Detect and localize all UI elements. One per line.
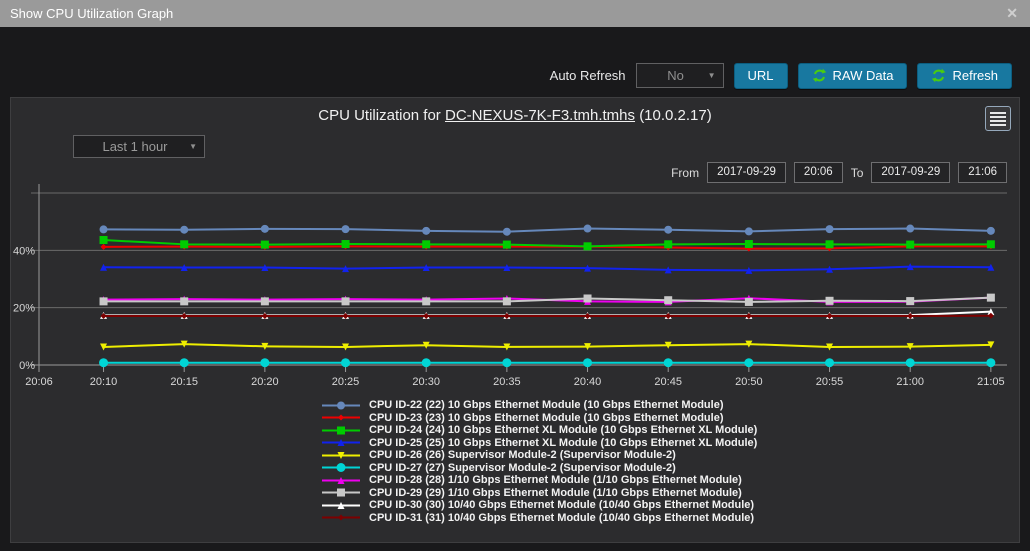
- cpu-chart-svg: 0% 20% 40% 20:06 20:10 20:15 20:20 20:25 20:30 20…: [13, 184, 1007, 388]
- dialog-title: Show CPU Utilization Graph: [10, 6, 174, 21]
- date-range-controls: From 2017-09-29 20:06 To 2017-09-29 21:0…: [671, 162, 1007, 183]
- close-icon[interactable]: ✕: [1006, 5, 1018, 21]
- legend-item-cpu-22[interactable]: CPU ID-22 (22) 10 Gbps Ethernet Module (…: [321, 399, 757, 412]
- legend-swatch: [322, 401, 360, 410]
- legend-swatch: [322, 426, 360, 435]
- svg-text:20:15: 20:15: [170, 376, 198, 388]
- svg-text:20:25: 20:25: [332, 376, 360, 388]
- svg-text:20%: 20%: [13, 303, 35, 315]
- legend-label: CPU ID-31 (31) 10/40 Gbps Ethernet Modul…: [369, 511, 755, 524]
- host-link[interactable]: DC-NEXUS-7K-F3.tmh.tmhs: [444, 107, 636, 124]
- to-time-field[interactable]: 21:06: [958, 162, 1007, 183]
- legend-label: CPU ID-23 (23) 10 Gbps Ethernet Module (…: [369, 411, 724, 424]
- toolbar: Auto Refresh No ▼ URL RAW Data Refresh: [550, 62, 1012, 89]
- refresh-button[interactable]: Refresh: [917, 62, 1012, 89]
- legend-swatch: [322, 488, 360, 497]
- legend-swatch: [322, 439, 360, 447]
- legend-item-cpu-31[interactable]: CPU ID-31 (31) 10/40 Gbps Ethernet Modul…: [321, 512, 757, 525]
- time-range-value: Last 1 hour: [102, 139, 168, 154]
- svg-text:20:40: 20:40: [574, 376, 602, 388]
- legend-item-cpu-24[interactable]: CPU ID-24 (24) 10 Gbps Ethernet XL Modul…: [321, 424, 757, 437]
- to-date-field[interactable]: 2017-09-29: [871, 162, 951, 183]
- chart-menu-icon[interactable]: [985, 106, 1011, 131]
- series-cpu-24: [99, 236, 995, 251]
- series-cpu-30: [100, 308, 995, 319]
- legend-item-cpu-30[interactable]: CPU ID-30 (30) 10/40 Gbps Ethernet Modul…: [321, 499, 757, 512]
- svg-text:21:05: 21:05: [977, 376, 1005, 388]
- svg-text:20:45: 20:45: [654, 376, 682, 388]
- legend-swatch: [322, 476, 360, 484]
- legend-swatch: [322, 501, 360, 509]
- time-range-select[interactable]: Last 1 hour ▼: [73, 135, 205, 158]
- legend-label: CPU ID-24 (24) 10 Gbps Ethernet XL Modul…: [369, 424, 758, 437]
- svg-text:20:35: 20:35: [493, 376, 521, 388]
- legend-swatch: [322, 463, 360, 473]
- series-cpu-22: [99, 224, 995, 236]
- legend-swatch: [322, 514, 360, 521]
- raw-data-button[interactable]: RAW Data: [797, 62, 908, 89]
- chart-legend: CPU ID-22 (22) 10 Gbps Ethernet Module (…: [321, 399, 757, 524]
- legend-item-cpu-27[interactable]: CPU ID-27 (27) Supervisor Module-2 (Supe…: [321, 462, 757, 475]
- auto-refresh-select[interactable]: No ▼: [635, 63, 724, 88]
- url-button[interactable]: URL: [733, 62, 788, 89]
- chevron-down-icon: ▼: [707, 71, 716, 80]
- auto-refresh-value: No: [667, 68, 684, 83]
- legend-item-cpu-23[interactable]: CPU ID-23 (23) 10 Gbps Ethernet Module (…: [321, 412, 757, 425]
- to-label: To: [850, 165, 864, 180]
- legend-label: CPU ID-27 (27) Supervisor Module-2 (Supe…: [369, 461, 676, 474]
- svg-text:0%: 0%: [19, 360, 35, 372]
- series-cpu-25: [100, 263, 995, 274]
- legend-label: CPU ID-22 (22) 10 Gbps Ethernet Module (…: [369, 399, 724, 412]
- series-cpu-29: [99, 293, 995, 306]
- legend-label: CPU ID-29 (29) 1/10 Gbps Ethernet Module…: [369, 486, 742, 499]
- from-time-field[interactable]: 20:06: [793, 162, 843, 183]
- from-date-field[interactable]: 2017-09-29: [707, 162, 786, 183]
- series-cpu-26: [100, 340, 995, 351]
- legend-label: CPU ID-30 (30) 10/40 Gbps Ethernet Modul…: [369, 499, 755, 512]
- svg-text:20:55: 20:55: [816, 376, 844, 388]
- svg-text:21:00: 21:00: [896, 376, 924, 388]
- svg-text:20:20: 20:20: [251, 376, 279, 388]
- legend-label: CPU ID-26 (26) Supervisor Module-2 (Supe…: [369, 449, 676, 462]
- chart-panel: CPU Utilization for DC-NEXUS-7K-F3.tmh.t…: [10, 97, 1020, 543]
- svg-text:20:30: 20:30: [412, 376, 440, 388]
- svg-text:20:10: 20:10: [90, 376, 118, 388]
- svg-text:40%: 40%: [13, 245, 35, 257]
- refresh-arrows-icon: [931, 68, 946, 83]
- legend-item-cpu-25[interactable]: CPU ID-25 (25) 10 Gbps Ethernet XL Modul…: [321, 437, 757, 450]
- svg-text:20:06: 20:06: [25, 376, 53, 388]
- legend-swatch: [322, 451, 360, 459]
- from-label: From: [671, 165, 700, 180]
- legend-item-cpu-26[interactable]: CPU ID-26 (26) Supervisor Module-2 (Supe…: [321, 449, 757, 462]
- svg-text:20:50: 20:50: [735, 376, 763, 388]
- legend-item-cpu-29[interactable]: CPU ID-29 (29) 1/10 Gbps Ethernet Module…: [321, 487, 757, 500]
- auto-refresh-label: Auto Refresh: [549, 68, 626, 83]
- series-cpu-31: [100, 312, 994, 319]
- legend-item-cpu-28[interactable]: CPU ID-28 (28) 1/10 Gbps Ethernet Module…: [321, 474, 757, 487]
- legend-label: CPU ID-28 (28) 1/10 Gbps Ethernet Module…: [369, 474, 742, 487]
- chart-title: CPU Utilization for DC-NEXUS-7K-F3.tmh.t…: [318, 107, 712, 124]
- series-cpu-27: [99, 358, 996, 368]
- legend-label: CPU ID-25 (25) 10 Gbps Ethernet XL Modul…: [369, 436, 758, 449]
- legend-swatch: [322, 414, 360, 421]
- refresh-arrows-icon: [812, 68, 827, 83]
- dialog-titlebar: Show CPU Utilization Graph ✕: [0, 0, 1030, 27]
- chevron-down-icon: ▼: [189, 142, 197, 151]
